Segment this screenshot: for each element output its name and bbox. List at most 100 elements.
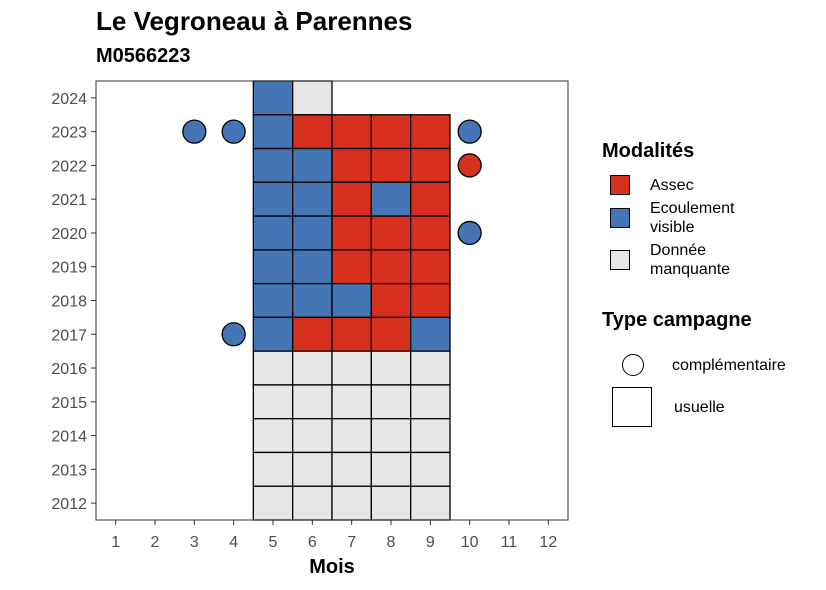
- cell-2012-7-donnee-manquante: [331, 485, 372, 521]
- cell-2016-5-donnee-manquante: [252, 350, 294, 386]
- cell-2020-9-assec: [410, 215, 451, 251]
- y-tick-label-2023: 2023: [51, 125, 87, 142]
- cell-2021-5-ecoulement-visible: [252, 181, 294, 217]
- cell-2014-5-donnee-manquante: [252, 418, 294, 454]
- cell-2023-6-assec: [292, 114, 333, 150]
- cell-2014-6-donnee-manquante: [292, 418, 333, 454]
- cell-2017-9-ecoulement-visible: [410, 316, 451, 352]
- x-tick-label-6: 6: [308, 534, 317, 551]
- legend-item-donnee-manquante: Donnée manquante: [602, 241, 822, 279]
- cell-2020-5-ecoulement-visible: [252, 215, 294, 251]
- cell-2022-5-ecoulement-visible: [252, 147, 294, 183]
- complementaire-point-2020-10: [457, 220, 482, 246]
- cell-2019-6-ecoulement-visible: [292, 249, 333, 285]
- y-tick-label-2021: 2021: [51, 192, 87, 209]
- cell-2015-6-donnee-manquante: [292, 384, 333, 420]
- cell-2019-9-assec: [410, 249, 451, 285]
- legend-type-campagne: Type campagne complémentaire usuelle: [602, 309, 822, 428]
- x-axis-title: Mois: [309, 556, 355, 578]
- cell-2023-8-assec: [370, 114, 412, 150]
- legend-label-usuelle: usuelle: [674, 398, 725, 416]
- cell-2023-5-ecoulement-visible: [252, 114, 294, 150]
- cell-2021-7-assec: [331, 181, 372, 217]
- cell-2013-8-donnee-manquante: [370, 451, 412, 487]
- complementaire-point-2022-10: [457, 153, 482, 178]
- chart-title: Le Vegroneau à Parennes: [96, 6, 413, 36]
- y-tick-label-2018: 2018: [51, 294, 87, 311]
- donnee-manquante-swatch: [610, 250, 630, 270]
- cell-2020-6-ecoulement-visible: [292, 215, 333, 251]
- cell-2014-7-donnee-manquante: [331, 418, 372, 454]
- x-tick-label-1: 1: [111, 534, 120, 551]
- x-tick-label-7: 7: [347, 534, 356, 551]
- cell-2012-8-donnee-manquante: [370, 485, 412, 521]
- legend-label-donnee-manquante: Donnée manquante: [650, 242, 731, 278]
- cell-2020-8-assec: [370, 215, 412, 251]
- legend-item-usuelle: usuelle: [602, 386, 822, 428]
- complementaire-point-2023-10: [457, 119, 482, 144]
- y-tick-label-2014: 2014: [51, 429, 87, 446]
- cell-2015-5-donnee-manquante: [252, 384, 294, 420]
- legend: Modalités Assec Ecoulement visible Donné…: [602, 140, 822, 428]
- cell-2013-7-donnee-manquante: [331, 451, 372, 487]
- cell-2024-6-donnee-manquante: [292, 80, 333, 116]
- cell-2023-7-assec: [331, 114, 372, 150]
- legend-label-ecoulement-visible: Ecoulement visible: [650, 200, 735, 236]
- y-tick-label-2020: 2020: [51, 226, 87, 243]
- complementaire-point-2017-4: [221, 322, 246, 347]
- cell-2021-8-ecoulement-visible: [370, 181, 412, 217]
- ecoulement-visible-swatch: [610, 208, 630, 228]
- cell-2016-9-donnee-manquante: [410, 350, 451, 386]
- square-shape-icon: [612, 387, 652, 427]
- cell-2018-9-assec: [410, 282, 451, 319]
- cell-2017-8-assec: [370, 316, 412, 352]
- cell-2015-7-donnee-manquante: [331, 384, 372, 420]
- cell-2013-9-donnee-manquante: [410, 451, 451, 487]
- cell-2016-8-donnee-manquante: [370, 350, 412, 386]
- cell-2018-5-ecoulement-visible: [252, 282, 294, 319]
- cell-2023-9-assec: [410, 114, 451, 150]
- cell-2012-6-donnee-manquante: [292, 485, 333, 521]
- x-tick-label-11: 11: [501, 534, 518, 551]
- cell-2015-9-donnee-manquante: [410, 384, 451, 420]
- cell-2020-7-assec: [331, 215, 372, 251]
- complementaire-point-2023-3: [182, 119, 207, 144]
- x-tick-label-5: 5: [269, 534, 278, 551]
- cell-2019-5-ecoulement-visible: [252, 249, 294, 285]
- cell-2012-9-donnee-manquante: [410, 485, 451, 521]
- y-tick-label-2024: 2024: [51, 91, 87, 108]
- x-tick-label-2: 2: [151, 534, 160, 551]
- cell-2017-5-ecoulement-visible: [252, 316, 294, 352]
- x-tick-label-10: 10: [461, 534, 479, 551]
- legend-modalites-title: Modalités: [602, 140, 695, 162]
- y-tick-label-2016: 2016: [51, 361, 87, 378]
- legend-modalites: Modalités Assec Ecoulement visible Donné…: [602, 140, 822, 279]
- x-tick-label-4: 4: [229, 534, 238, 551]
- x-tick-label-12: 12: [539, 534, 557, 551]
- legend-label-complementaire: complémentaire: [672, 356, 786, 374]
- circle-shape-icon: [622, 354, 644, 376]
- y-tick-label-2022: 2022: [51, 158, 87, 175]
- cell-2018-8-assec: [370, 282, 412, 319]
- cell-2018-6-ecoulement-visible: [292, 282, 333, 319]
- y-tick-label-2015: 2015: [51, 395, 87, 412]
- cell-2022-7-assec: [331, 147, 372, 183]
- cell-2013-6-donnee-manquante: [292, 451, 333, 487]
- cell-2017-7-assec: [331, 316, 372, 352]
- legend-item-complementaire: complémentaire: [602, 344, 822, 386]
- cell-2016-6-donnee-manquante: [292, 350, 333, 386]
- y-tick-label-2017: 2017: [51, 327, 87, 344]
- legend-item-ecoulement-visible: Ecoulement visible: [602, 199, 822, 237]
- x-tick-label-3: 3: [190, 534, 199, 551]
- cell-2014-9-donnee-manquante: [410, 418, 451, 454]
- y-tick-label-2012: 2012: [51, 496, 87, 513]
- complementaire-point-2023-4: [221, 119, 246, 144]
- x-tick-label-8: 8: [387, 534, 396, 551]
- cell-2013-5-donnee-manquante: [252, 451, 294, 487]
- cell-2014-8-donnee-manquante: [370, 418, 412, 454]
- cell-2022-6-ecoulement-visible: [292, 147, 333, 183]
- cell-2021-9-assec: [410, 181, 451, 217]
- cell-2022-8-assec: [370, 147, 412, 183]
- cell-2022-9-assec: [410, 147, 451, 183]
- cell-2018-7-ecoulement-visible: [331, 282, 372, 319]
